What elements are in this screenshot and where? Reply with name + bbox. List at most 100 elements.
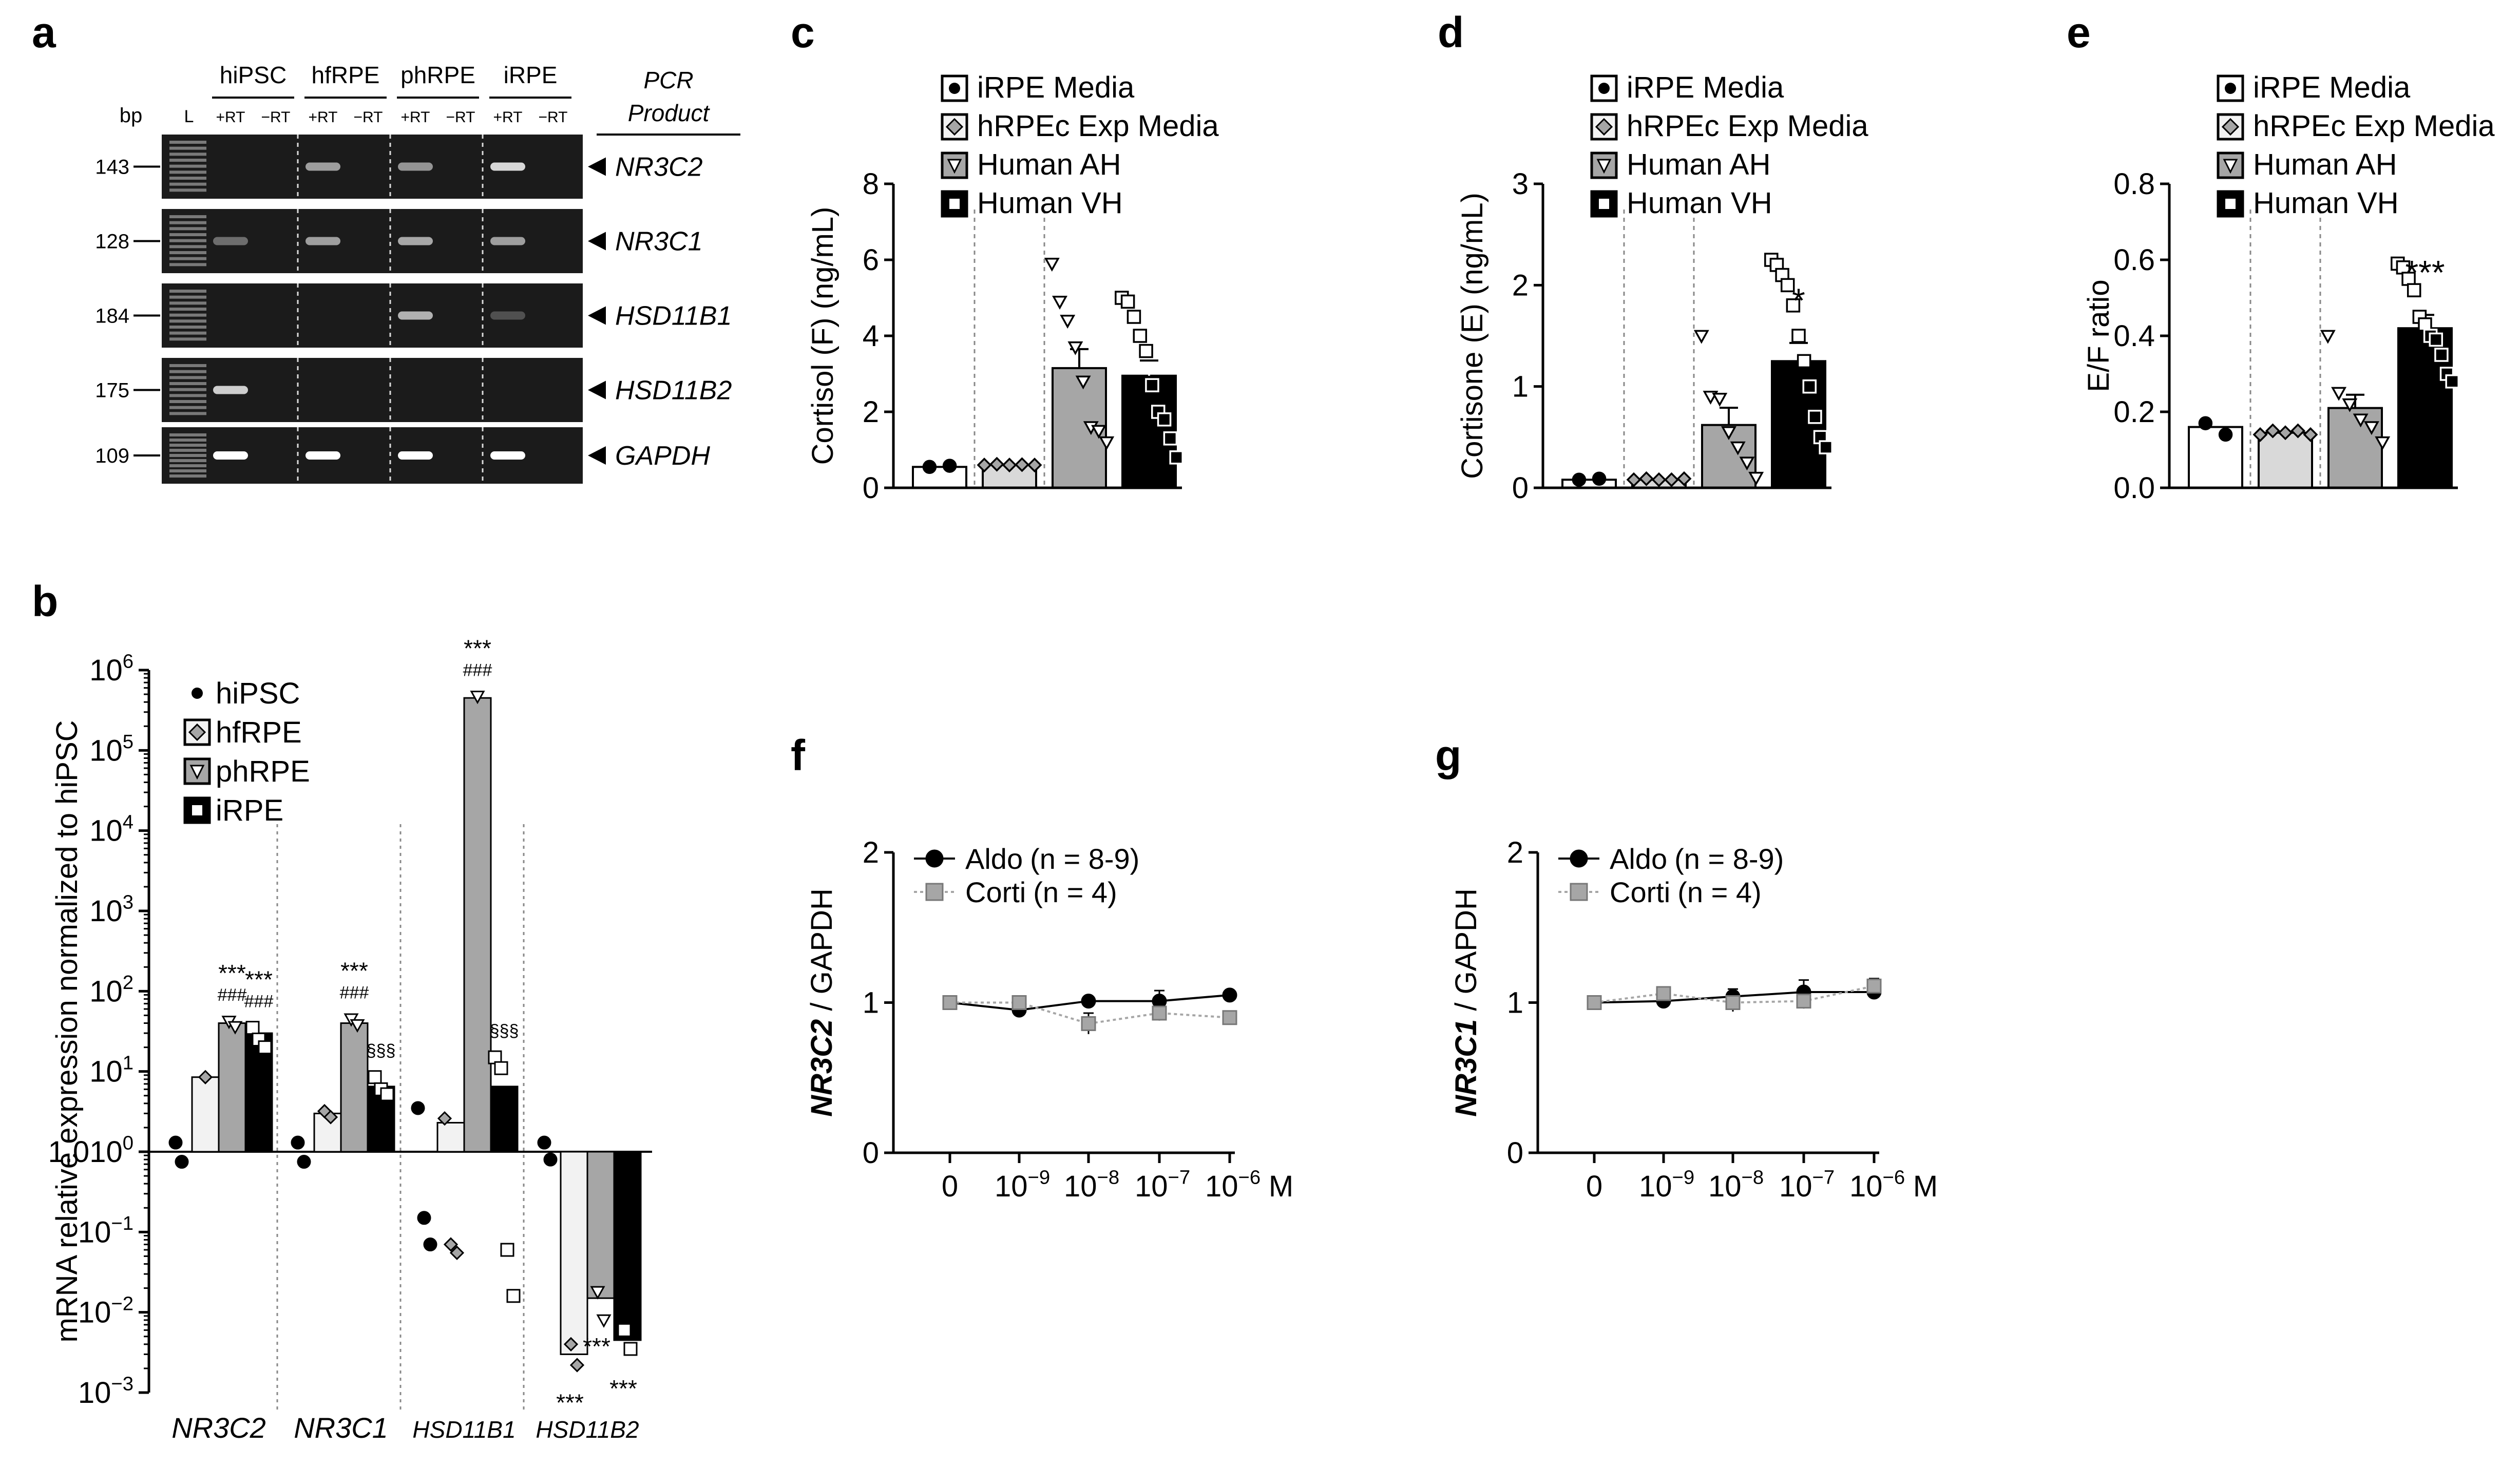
gene-label-NR3C2: NR3C2 [615, 153, 703, 182]
data-point [2342, 398, 2358, 412]
ladder-band [169, 153, 206, 156]
panel-label-d: d [1438, 8, 1464, 56]
annotation: *** [218, 960, 246, 986]
data-point-Corti [1081, 1016, 1096, 1031]
data-point [1120, 294, 1135, 309]
ladder-band [169, 308, 206, 311]
y-tick-label: 6 [863, 243, 879, 277]
gene-label-GAPDH: GAPDH [615, 441, 710, 471]
legend-swatch-irpe-media [941, 74, 968, 102]
bar-iRPE-HSD11B2 [613, 1151, 642, 1341]
data-point [1797, 354, 1811, 369]
ladder-band [169, 221, 206, 224]
group-label-phRPE: phRPE [400, 62, 475, 88]
y-tick-label-base: 10 [89, 734, 123, 767]
y-tick-label-base: 10 [89, 1135, 123, 1169]
y-tick-label: 2 [1507, 836, 1523, 869]
y-tick-label-exp: −1 [111, 1212, 133, 1234]
legend-swatch-irpe-media-frame [1590, 74, 1618, 102]
data-point [470, 691, 485, 705]
lane-plus-rt: +RT [493, 109, 523, 126]
x-tick-label: 0 [1586, 1170, 1602, 1203]
pcr-header-2: Product [628, 100, 711, 126]
band-NR3C2 [398, 162, 433, 171]
ladder-band [169, 188, 206, 192]
data-point [506, 1289, 521, 1303]
y-tick-label-exp: 1 [123, 1052, 133, 1074]
data-point-Corti [1222, 1010, 1237, 1025]
annotation: ### [244, 992, 274, 1012]
bar-iRPE-HSD11B1 [490, 1086, 519, 1153]
y-axis-rest: / GAPDH [805, 888, 838, 1019]
legend-swatch-iRPE [183, 796, 211, 824]
data-point [1712, 392, 1728, 407]
y-tick-label: 4 [863, 319, 879, 353]
legend-swatch-human-vh-sq [1599, 199, 1609, 209]
data-point [2303, 427, 2318, 442]
arrow-icon [588, 232, 606, 251]
data-point [2353, 413, 2369, 428]
gene-label-HSD11B2: HSD11B2 [615, 376, 732, 406]
data-point-Corti [1796, 994, 1811, 1009]
data-point [417, 1211, 431, 1225]
data-point [1075, 375, 1091, 390]
annotation: ### [218, 985, 247, 1005]
y-axis-rest: / GAPDH [1449, 888, 1483, 1019]
legend-swatch-irpe-media-dot [1598, 83, 1610, 94]
legend-swatch-human-vh-frame [941, 190, 968, 218]
x-tick-label-exp: −8 [1097, 1167, 1120, 1189]
legend-name: Aldo [965, 843, 1023, 875]
legend-swatch-human-vh [941, 190, 968, 218]
legend-swatch-human-ah [1590, 151, 1618, 179]
legend-swatch-hrpec-exp-media-dia [2221, 118, 2240, 136]
data-point [977, 458, 992, 473]
y-tick-label-exp: −2 [111, 1292, 133, 1315]
x-tick-label-exp: −9 [1672, 1167, 1695, 1189]
ladder-band [169, 469, 206, 472]
x-tick-label: 10−8 [1064, 1167, 1119, 1203]
y-tick-label: 0.4 [2113, 319, 2155, 353]
ladder-band [169, 382, 206, 385]
y-tick-label-base: 10 [89, 894, 123, 928]
data-point [2445, 374, 2459, 389]
annotation: *** [464, 635, 491, 661]
ladder-band [169, 474, 206, 478]
y-tick-label: 0.0 [2113, 471, 2155, 505]
bar-irpe-media [912, 466, 967, 489]
data-point [1791, 329, 1806, 343]
y-tick-label-base: 10 [78, 1376, 111, 1410]
y-axis-gene: NR3C2 [805, 1019, 838, 1117]
significance-mark: *** [2405, 253, 2445, 291]
y-tick-label: 8 [863, 167, 879, 201]
data-point [1099, 436, 1115, 450]
ladder-band [169, 245, 206, 249]
legend-n: (n = 8-9) [1674, 843, 1784, 875]
data-point [1739, 456, 1755, 471]
data-point [2320, 330, 2336, 344]
legend-label: iRPE Media [2253, 71, 2411, 104]
data-point [1163, 431, 1178, 446]
ladder-band [169, 394, 206, 397]
ladder-band [169, 295, 206, 299]
y-tick-label-exp: 5 [123, 731, 133, 753]
data-point [423, 1237, 437, 1252]
bar-human-ah [2327, 407, 2383, 489]
data-point [1139, 344, 1153, 358]
lane-plus-rt: +RT [401, 109, 430, 126]
ladder-band [169, 301, 206, 305]
ladder-header: L [184, 107, 194, 126]
ladder-band [169, 313, 206, 317]
x-tick-label-base: 10 [1639, 1170, 1672, 1203]
legend-label: Human VH [2253, 186, 2399, 220]
category-label-HSD11B2: HSD11B2 [536, 1416, 639, 1443]
ladder-band [169, 263, 206, 266]
data-point [1091, 425, 1106, 439]
bar-hrpec-exp-media [2258, 431, 2313, 489]
band-GAPDH [398, 451, 433, 460]
bar-chart-c: 0 2 4 6 8 Cortisol (F) (ng/mL) iRPE Media hRPEc… [806, 71, 1219, 505]
data-point [617, 1323, 632, 1337]
annotation: *** [609, 1375, 637, 1402]
data-point [1133, 329, 1148, 343]
data-point [563, 1337, 579, 1351]
